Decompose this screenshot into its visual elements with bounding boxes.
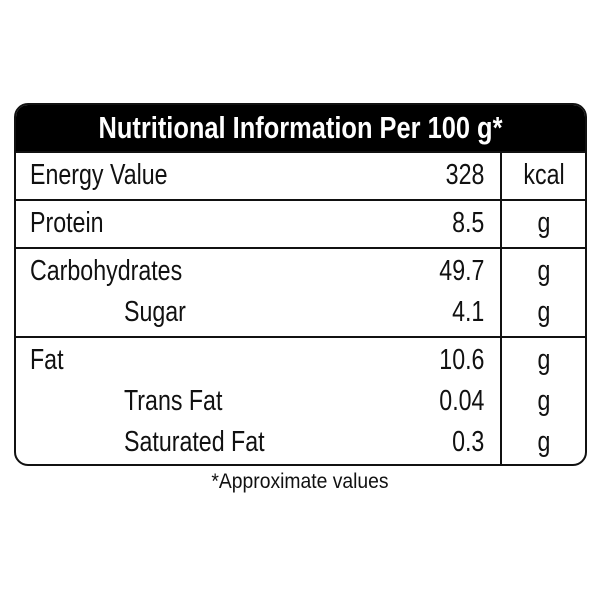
nutrition-table: Nutritional Information Per 100 g* Energ… — [14, 103, 587, 466]
row-unit: kcal — [523, 159, 565, 191]
row-value: 0.3 — [451, 426, 484, 458]
row-unit: g — [537, 426, 551, 458]
row-value: 8.5 — [451, 207, 484, 239]
row-unit: g — [537, 255, 551, 287]
row-unit: g — [537, 385, 551, 417]
row-unit: g — [537, 344, 551, 376]
sub-row-label: Saturated Fat — [124, 426, 265, 458]
sub-row-label: Trans Fat — [124, 385, 223, 417]
row-value: 10.6 — [438, 344, 484, 376]
row-unit: g — [537, 207, 551, 239]
row-label: Energy Value — [30, 159, 168, 191]
row-group: Energy Value 328 kcal — [16, 151, 585, 199]
table-header: Nutritional Information Per 100 g* — [16, 105, 585, 151]
row-group: Protein 8.5 g — [16, 199, 585, 247]
row-group: Carbohydrates 49.7 g Sugar 4.1 g — [16, 247, 585, 336]
row-label: Fat — [30, 344, 64, 376]
row-value: 0.04 — [438, 385, 484, 417]
row-group: Fat 10.6 g Trans Fat 0.04 g Saturated Fat 0.3 g — [16, 336, 585, 464]
row-value: 4.1 — [451, 296, 484, 328]
row-label: Carbohydrates — [30, 255, 183, 287]
table-title: Nutritional Information Per 100 g* — [98, 110, 503, 145]
sub-row-label: Sugar — [124, 296, 186, 328]
column-divider — [500, 151, 502, 464]
row-value: 49.7 — [438, 255, 484, 287]
row-unit: g — [537, 296, 551, 328]
row-value: 328 — [445, 159, 484, 191]
row-label: Protein — [30, 207, 104, 239]
footnote: *Approximate values — [211, 470, 389, 493]
